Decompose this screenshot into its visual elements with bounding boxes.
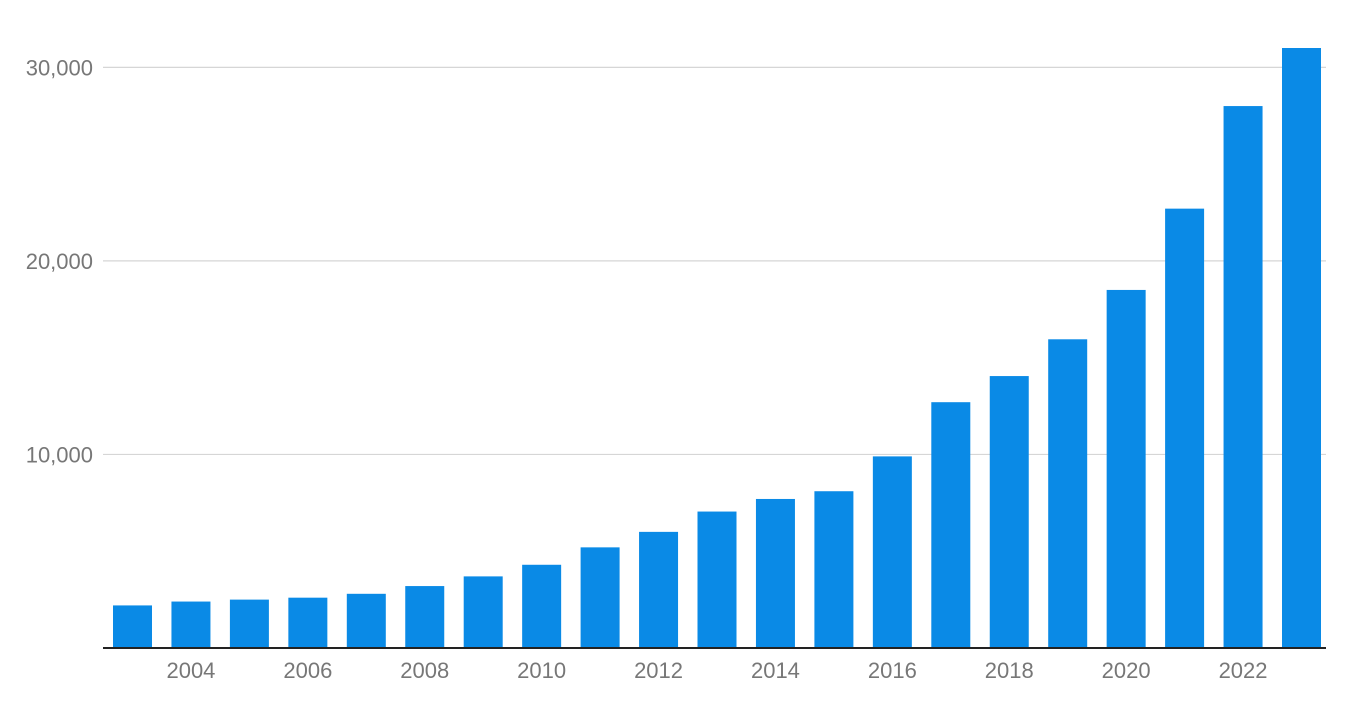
bar-2019 [1048, 339, 1088, 648]
bars [113, 48, 1321, 649]
x-tick-label: 2008 [400, 658, 449, 683]
bar-2012 [639, 531, 679, 648]
y-tick-label: 30,000 [26, 55, 93, 80]
x-tick-label: 2018 [985, 658, 1034, 683]
bar-2010 [522, 564, 562, 648]
x-tick-label: 2012 [634, 658, 683, 683]
bar-2007 [346, 593, 386, 648]
bar-2013 [697, 511, 737, 648]
bar-2022 [1223, 106, 1263, 648]
x-axis-tick-labels: 2004 2006 2008 2010 2012 2014 2016 2018 2020 2022 [166, 658, 1267, 683]
y-tick-label: 20,000 [26, 249, 93, 274]
bar-2004 [171, 601, 211, 648]
bar-2016 [872, 456, 912, 648]
x-tick-label: 2020 [1102, 658, 1151, 683]
bar-2005 [229, 599, 269, 648]
bar-2021 [1165, 208, 1205, 649]
y-axis-tick-labels: 10,000 20,000 30,000 [26, 55, 93, 467]
x-tick-label: 2006 [283, 658, 332, 683]
bar-2009 [463, 576, 503, 648]
bar-2006 [288, 597, 328, 648]
bar-2003 [113, 605, 152, 648]
x-tick-label: 2014 [751, 658, 800, 683]
y-tick-label: 10,000 [26, 442, 93, 467]
x-tick-label: 2022 [1219, 658, 1268, 683]
bar-2020 [1106, 289, 1146, 648]
bar-2011 [580, 547, 620, 648]
bar-2017 [931, 402, 971, 648]
x-tick-label: 2004 [166, 658, 215, 683]
bar-2018 [989, 376, 1029, 648]
x-tick-label: 2010 [517, 658, 566, 683]
bar-2008 [405, 586, 445, 648]
bar-2015 [814, 491, 854, 648]
bar-2023 [1282, 48, 1321, 648]
x-tick-label: 2016 [868, 658, 917, 683]
bar-2014 [755, 498, 795, 648]
